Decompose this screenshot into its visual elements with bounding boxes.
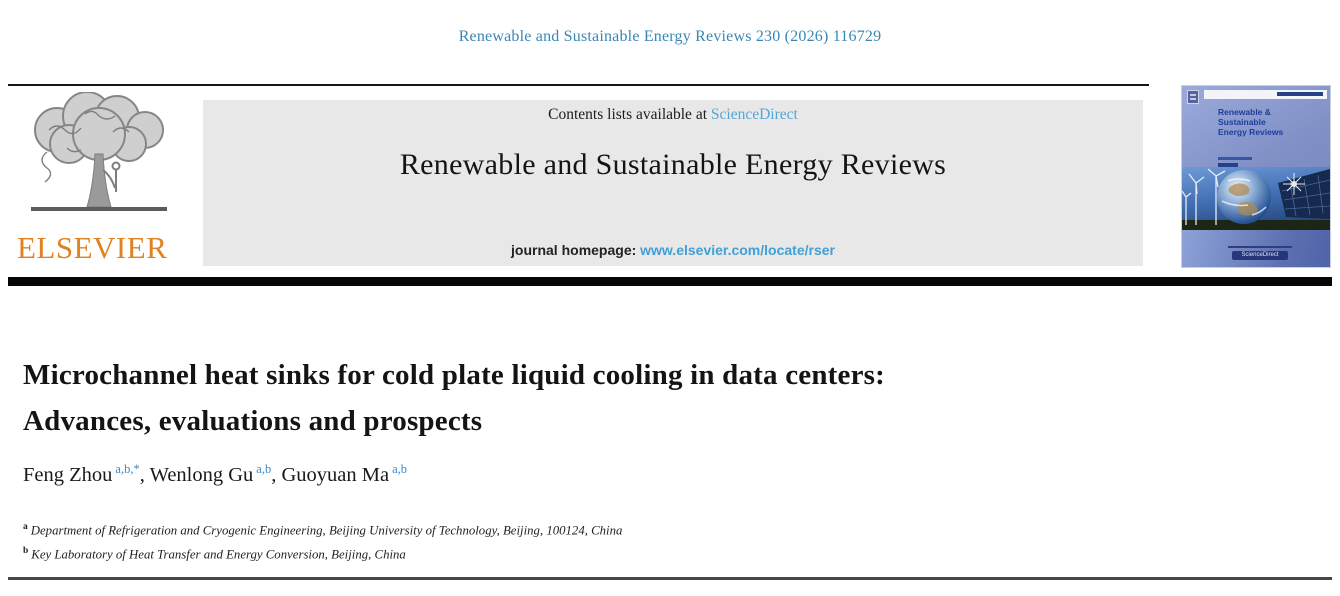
publisher-name: ELSEVIER [17, 230, 168, 265]
article-title-line-2: Advances, evaluations and prospects [23, 405, 483, 437]
author-separator: , [139, 463, 150, 486]
homepage-label: journal homepage: [511, 242, 641, 258]
journal-banner: Contents lists available at ScienceDirec… [203, 100, 1143, 266]
cover-elsevier-mini-logo-icon [1187, 90, 1199, 104]
cover-photo-illustration [1182, 167, 1330, 230]
author-guoyuan-ma: Guoyuan Ma a,b [281, 462, 408, 486]
journal-homepage-link[interactable]: www.elsevier.com/locate/rser [640, 242, 835, 258]
cover-journal-title: Renewable & Sustainable Energy Reviews [1218, 107, 1284, 137]
author-affiliation-sup: a,b [392, 462, 408, 476]
journal-cover-thumbnail[interactable]: Renewable & Sustainable Energy Reviews [1182, 86, 1330, 267]
author-feng-zhou: Feng Zhou a,b,*, [23, 462, 150, 486]
author-name: Feng Zhou [23, 463, 113, 486]
affiliation-text: Department of Refrigeration and Cryogeni… [30, 523, 623, 538]
journal-title: Renewable and Sustainable Energy Reviews [399, 148, 947, 181]
cover-issn-strip [1204, 90, 1327, 99]
affiliation-text: Key Laboratory of Heat Transfer and Ener… [31, 547, 406, 562]
affiliation-b: b Key Laboratory of Heat Transfer and Ene… [23, 541, 622, 565]
header-top-rule [8, 84, 1149, 86]
affiliation-sup: b [23, 546, 29, 557]
affiliation-sup: a [23, 522, 28, 532]
elsevier-logo[interactable]: ELSEVIER [15, 92, 190, 270]
cover-bottom-band: ScienceDirect [1182, 230, 1330, 267]
cover-editor-name-bar [1218, 163, 1238, 167]
author-name: Guoyuan Ma [281, 463, 390, 486]
affiliation-a: a Department of Refrigeration and Cryogen… [23, 517, 622, 541]
footer-rule [8, 577, 1332, 580]
cover-sciencedirect-logo: ScienceDirect [1232, 251, 1288, 260]
contents-available-text: Contents lists available at [548, 106, 711, 123]
homepage-line: journal homepage: www.elsevier.com/locat… [203, 242, 1143, 258]
article-title-line-1: Microchannel heat sinks for cold plate l… [23, 359, 886, 391]
author-name: Wenlong Gu [149, 463, 254, 486]
author-separator: , [271, 463, 282, 486]
elsevier-tree-icon [31, 92, 167, 211]
cover-footer-text-bar [1228, 246, 1292, 248]
cover-issn-text-bar [1277, 92, 1323, 96]
cover-editor-text-bar [1218, 157, 1252, 160]
header-divider-rule [8, 277, 1332, 286]
sciencedirect-link[interactable]: ScienceDirect [710, 106, 798, 123]
author-affiliation-sup: a,b,* [115, 462, 140, 476]
journal-citation-link[interactable]: Renewable and Sustainable Energy Reviews… [458, 28, 882, 45]
article-title: Microchannel heat sinks for cold plate l… [23, 352, 885, 444]
author-affiliation-sup: a,b [256, 462, 272, 476]
author-wenlong-gu: Wenlong Gu a,b, [149, 462, 282, 486]
affiliation-list: a Department of Refrigeration and Cryogen… [23, 517, 622, 566]
contents-line: Contents lists available at ScienceDirec… [203, 106, 1143, 124]
author-list: Feng Zhou a,b,*, Wenlong Gu a,b, Guoyuan M… [23, 462, 407, 487]
